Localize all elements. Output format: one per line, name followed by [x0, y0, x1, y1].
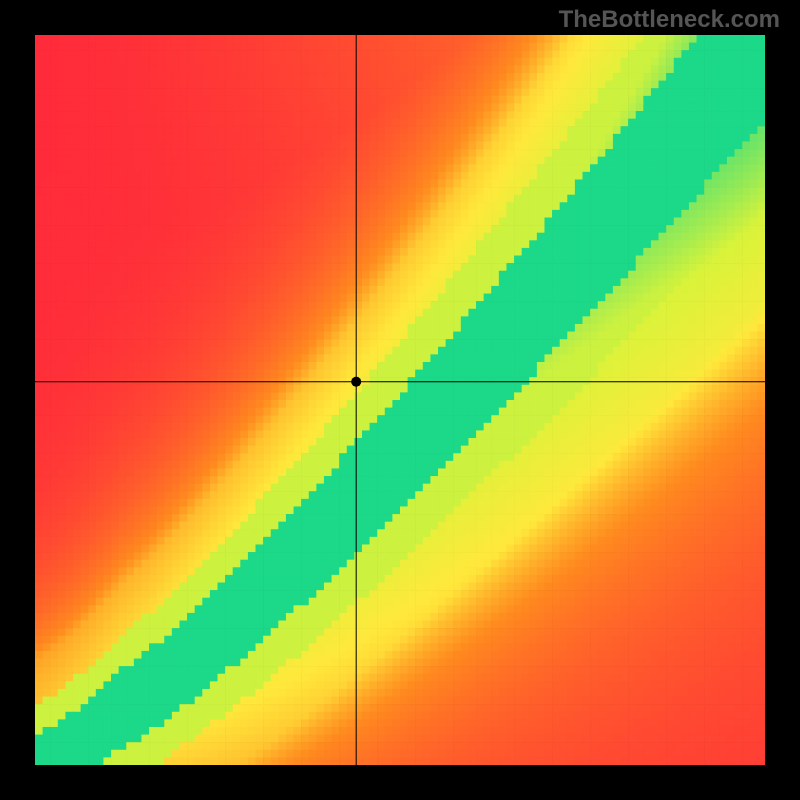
heatmap-plot	[35, 35, 765, 765]
heatmap-canvas	[35, 35, 765, 765]
watermark-text: TheBottleneck.com	[559, 6, 780, 34]
